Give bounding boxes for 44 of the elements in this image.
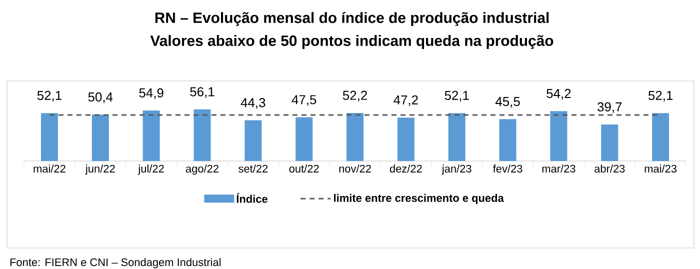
x-tick-label: nov/22: [339, 164, 371, 173]
bar: [40, 113, 58, 161]
bar: [652, 113, 670, 161]
bar: [346, 112, 364, 161]
bar: [397, 118, 414, 161]
chart-title: RN – Evolução mensal do índice de produção industrial: [155, 12, 549, 26]
bar: [448, 113, 466, 161]
data-label: 47,2: [394, 95, 418, 106]
bar: [296, 117, 313, 161]
x-tick-label: jun/22: [85, 164, 115, 175]
legend-label: limite entre crescimento e queda: [334, 194, 504, 204]
bar: [142, 110, 160, 161]
x-tick-label: set/22: [238, 164, 268, 173]
x-tick-label: mar/23: [542, 164, 576, 173]
data-label: 50,4: [88, 92, 113, 104]
data-label: 44,3: [240, 98, 266, 109]
bar: [194, 109, 211, 161]
bar: [244, 120, 262, 161]
x-tick-label: abr/23: [594, 164, 625, 173]
legend-label: Índice: [236, 193, 268, 203]
data-label: 52,1: [37, 90, 62, 102]
data-label: 52,2: [342, 90, 367, 102]
x-tick-label: ago/22: [186, 164, 218, 175]
bar: [92, 114, 109, 161]
x-tick-label: jul/22: [138, 164, 164, 175]
x-tick-label: mai/23: [644, 164, 677, 173]
data-label: 54,9: [139, 88, 164, 99]
x-tick-label: out/22: [289, 164, 319, 173]
chart-subtitle: Valores abaixo de 50 pontos indicam queda na produção: [150, 35, 554, 49]
data-label: 39,7: [598, 102, 622, 113]
data-label: 54,2: [546, 88, 571, 100]
data-label: 52,1: [444, 90, 469, 102]
x-tick-label: mai/22: [34, 164, 66, 173]
data-label: 52,1: [648, 90, 673, 102]
bar: [550, 111, 568, 161]
x-tick-label: fev/23: [493, 164, 522, 173]
x-tick-label: dez/22: [390, 164, 422, 173]
x-tick-label: jan/23: [442, 164, 472, 175]
data-label: 47,5: [292, 95, 316, 106]
source-note: Fonte: FIERN e CNI – Sondagem Industrial: [10, 258, 221, 268]
data-label: 45,5: [495, 97, 520, 108]
data-label: 56,1: [190, 87, 214, 98]
bar: [601, 124, 618, 161]
bar: [499, 119, 516, 161]
